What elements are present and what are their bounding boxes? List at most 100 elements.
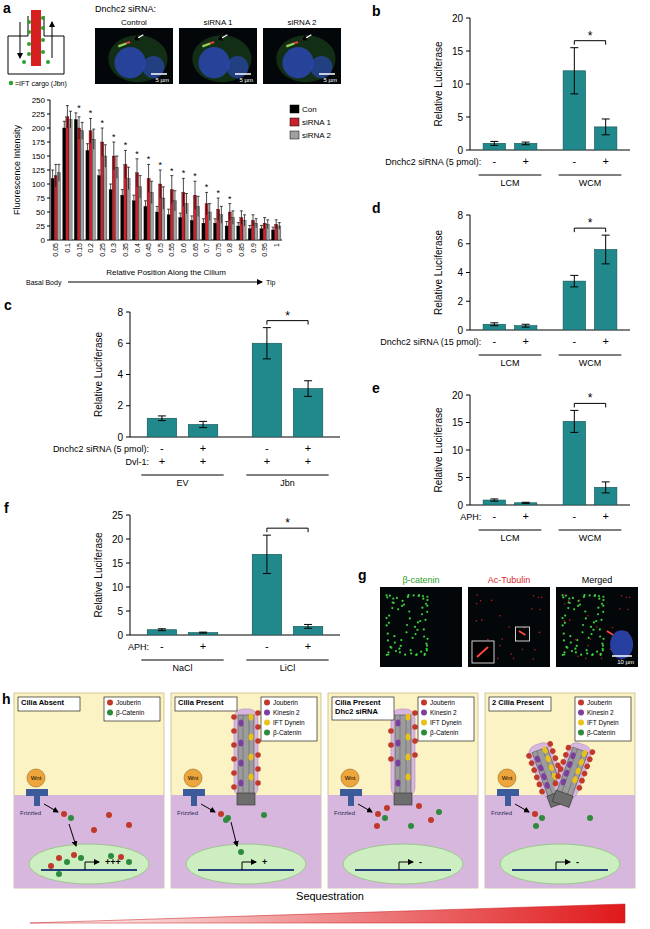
line [256,219,257,228]
y-tick [47,142,50,143]
speckle [541,596,543,598]
line [203,421,204,427]
line [490,141,498,142]
kinesin [239,740,244,747]
jouberin [531,767,538,774]
speckle [600,653,602,655]
speckle [402,600,404,602]
chart-a: 0255075100125150175200225250Fluorescence… [12,96,331,287]
line [128,167,129,189]
x-end-label: Tip [266,279,276,287]
speckle [419,620,421,622]
line [122,190,123,201]
jouberin [536,781,543,788]
speckle [591,654,593,656]
speckle [392,597,394,599]
row-value: + [522,155,528,167]
sig-bracket [574,403,575,407]
line [202,218,205,219]
jouberin [416,803,422,809]
chart-e: e05101520Relative LuciferaseAPH:-+-+LCMW… [372,380,630,543]
cilium [388,709,418,805]
schematic-cargo [46,60,50,64]
legend-symbol [264,710,270,716]
bar [483,500,505,505]
line [266,219,269,220]
asterisk: * [158,160,162,170]
line [570,410,578,411]
error-bar [158,629,166,631]
speckle [415,654,417,656]
y-tick [466,330,470,331]
speckle [580,654,582,656]
y-tick [47,198,50,199]
line [167,209,170,210]
microtubule [567,751,583,796]
x-tick-label: 0.7 [203,243,210,253]
legend-label: IFT Dynein [430,719,462,727]
row-value: + [200,442,206,454]
line [275,219,278,220]
line [58,164,59,181]
error-bar [159,170,162,198]
dynein [541,746,548,754]
bar [57,173,60,240]
speckle [564,603,566,605]
y-tick-label: 15 [112,558,124,569]
error-bar [185,194,188,214]
dna [198,869,294,871]
line [125,150,126,178]
row-value: - [160,442,164,454]
line [252,214,255,215]
line [116,156,117,178]
x-tick-label: 0.45 [145,243,152,257]
speckle [401,605,403,607]
y-tick [126,437,130,438]
speckle [562,596,564,598]
speckle [513,658,515,660]
asterisk: * [147,154,151,164]
y-tick [466,505,470,506]
legend-symbol [264,700,270,706]
jouberin [106,812,112,818]
jouberin [388,756,394,762]
x-tick-label: 1 [273,243,280,247]
legend-swatch [290,105,299,113]
speckle [569,619,571,621]
legend-label: Kinesin 2 [430,709,457,716]
row-label: APH: [460,512,481,522]
speckle [533,658,535,660]
jouberin [231,784,237,790]
error-bar [225,222,228,231]
error-bar [570,410,578,432]
sig-bracket [266,321,267,325]
speckle [592,629,594,631]
nucleus [283,47,314,78]
line [570,47,578,48]
speckle [562,654,564,656]
error-bar [304,624,312,628]
line [244,215,245,226]
line [267,220,268,229]
speckle [598,653,600,655]
asterisk: * [228,194,232,204]
scale-bar [151,73,167,75]
beta-catenin [261,812,267,818]
row-value: - [492,510,496,522]
line [226,222,227,231]
beta-catenin [382,815,388,821]
line [57,164,60,165]
group-line [559,355,622,356]
line [66,105,69,106]
error-bar [248,225,251,232]
speckle [421,613,423,615]
x-tick-label: 0.2 [87,243,94,253]
speckle [481,619,483,621]
speckle [539,632,541,634]
bar [109,190,112,240]
speckle [396,597,398,599]
error-bar [522,324,530,327]
speckle [592,653,594,655]
y-tick-label: 50 [36,208,45,217]
cytoplasm [108,35,167,82]
